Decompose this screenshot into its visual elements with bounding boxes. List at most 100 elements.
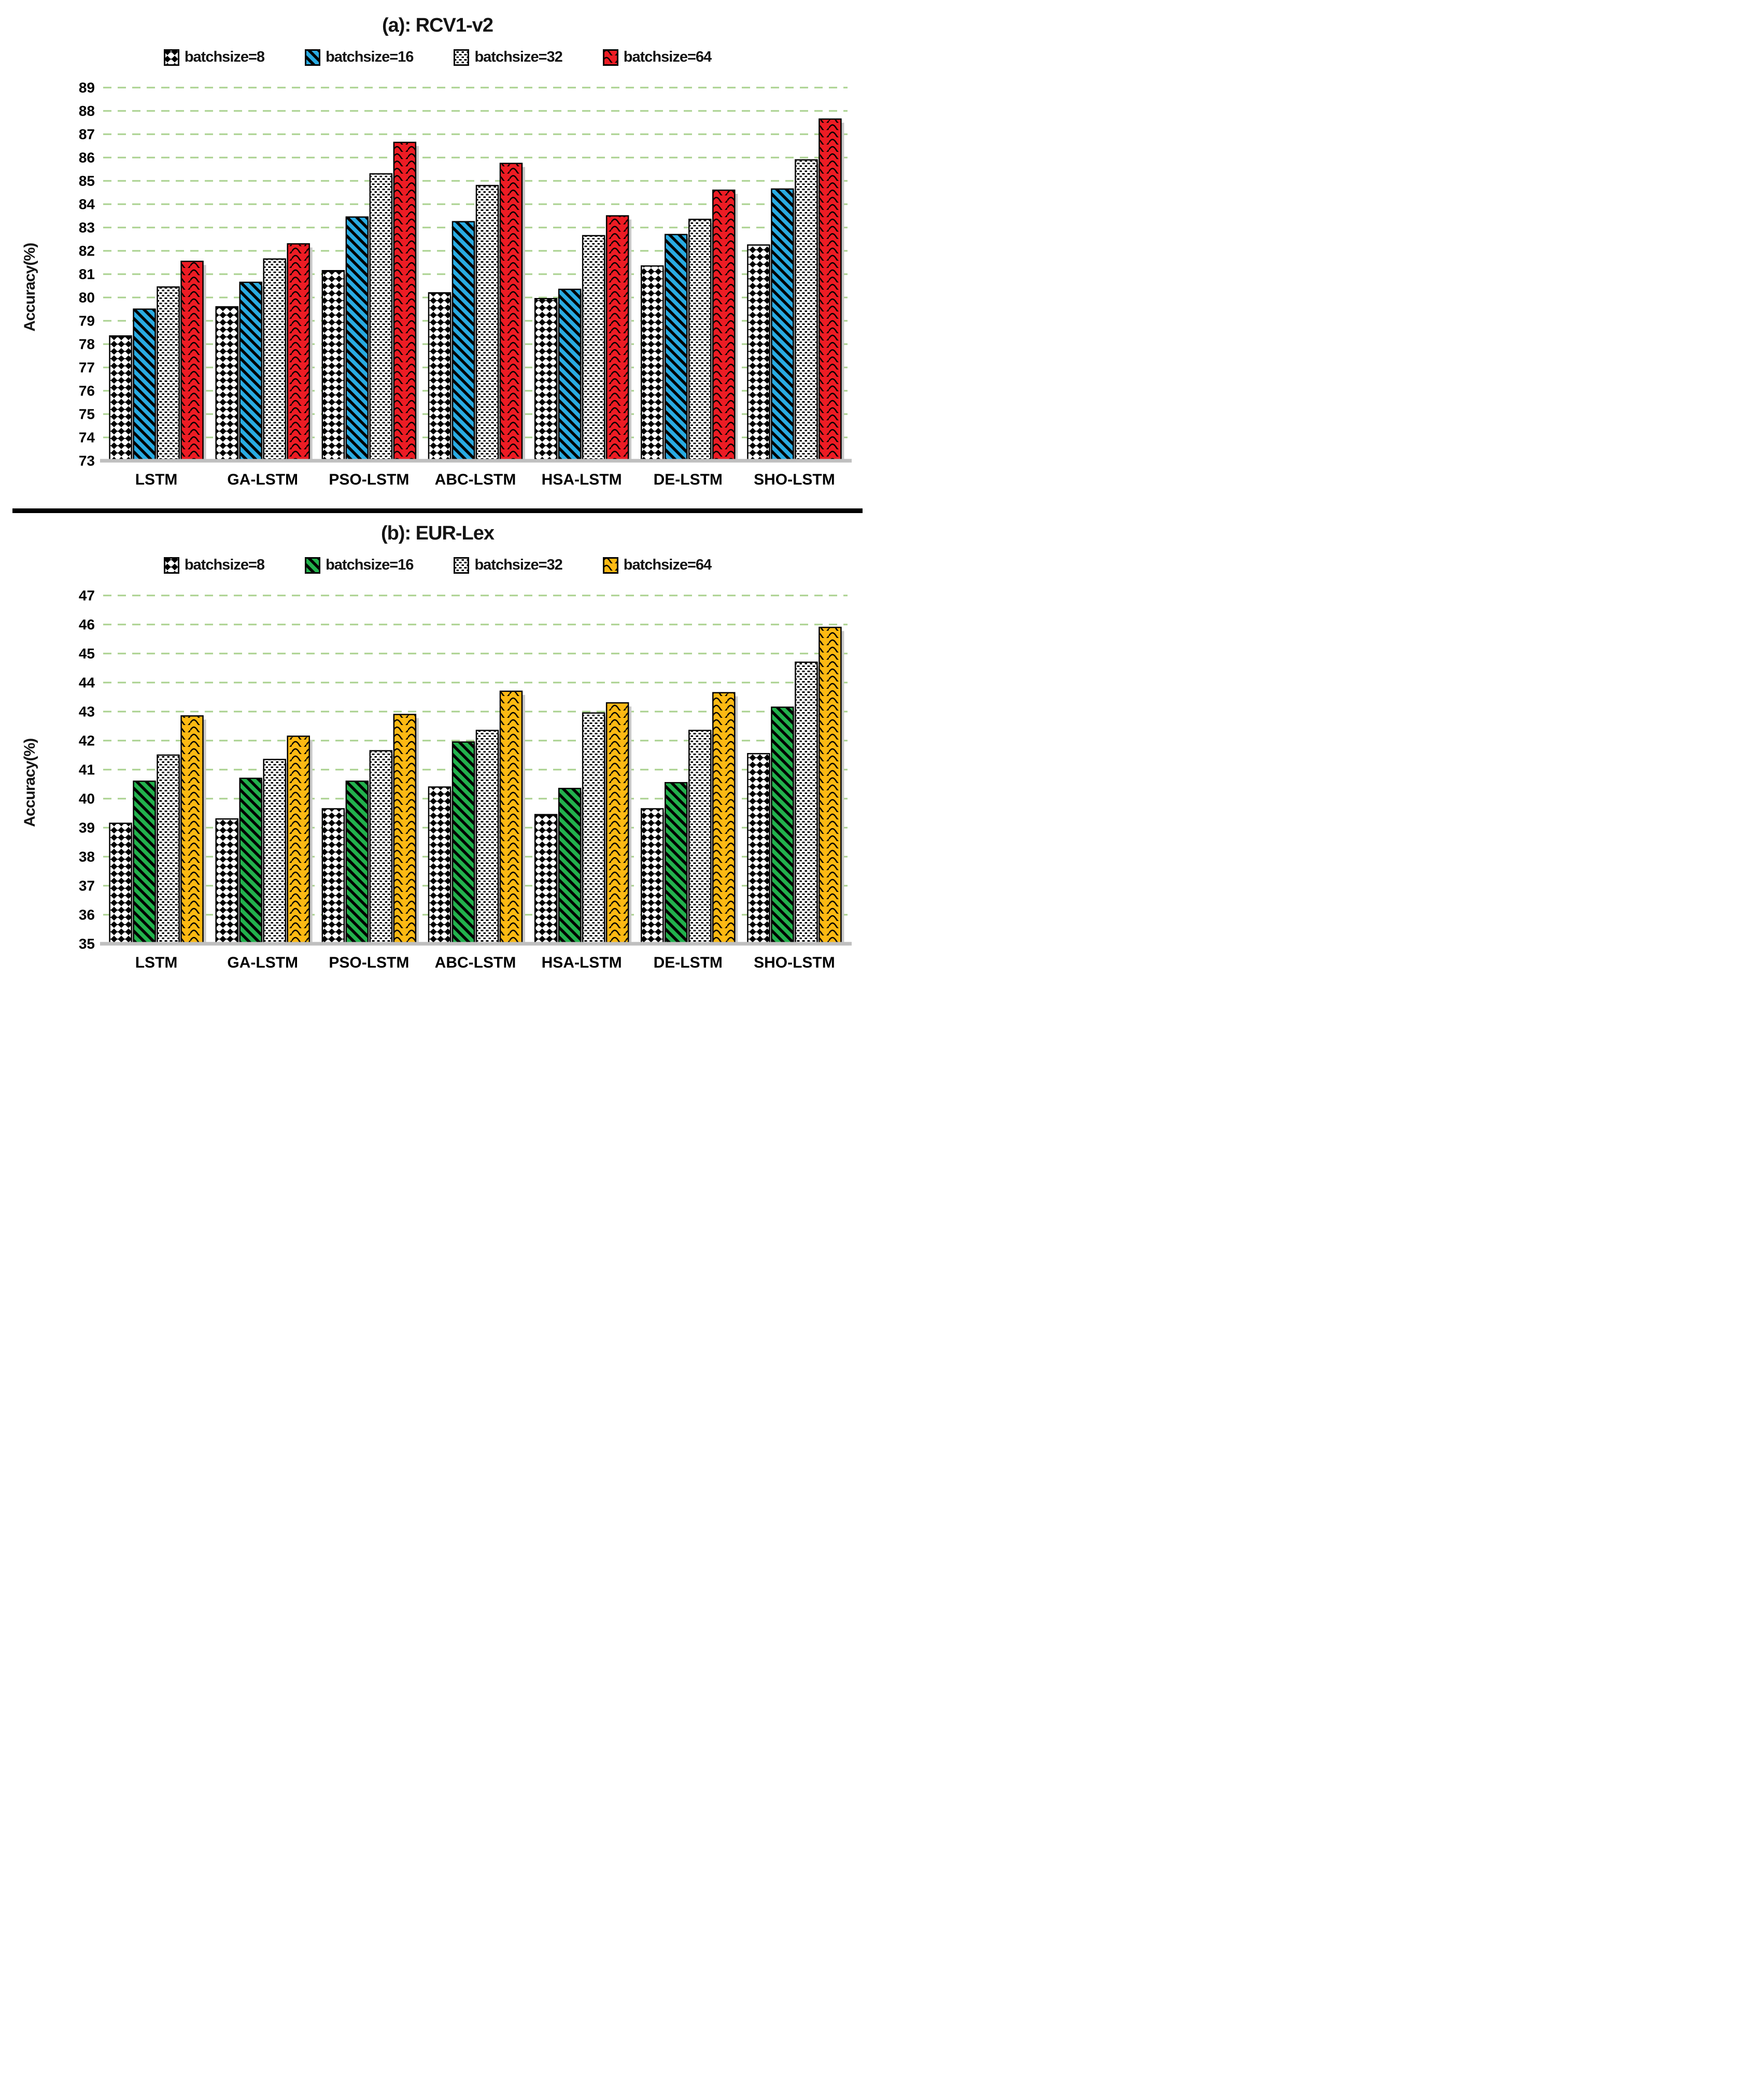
bar-SHO-LSTM-batchsize=64 (818, 627, 842, 945)
category-label: PSO-LSTM (329, 471, 409, 488)
y-tick-label: 37 (79, 878, 95, 894)
bar-HSA-LSTM-batchsize=16 (558, 289, 582, 462)
bar-GA-LSTM-batchsize=32 (263, 258, 286, 462)
bar-GA-LSTM-batchsize=16 (239, 777, 262, 945)
category-label: DE-LSTM (654, 471, 723, 488)
bar-ABC-LSTM-batchsize=32 (475, 730, 499, 945)
category-label: LSTM (135, 471, 178, 488)
chart-b-plot: 35 36 37 38 39 40 41 42 43 44 45 46 47 LSTM GA-LSTM PSO… (79, 588, 852, 971)
bar-PSO-LSTM-batchsize=32 (369, 750, 393, 945)
bar-GA-LSTM-batchsize=8 (215, 306, 238, 462)
legend-swatch-wave-icon (602, 49, 618, 66)
chart-b-plot-row: Accuracy(%) 35 36 37 38 39 40 41 42 43 44 45 46 47 LS… (0, 587, 875, 978)
category-label: DE-LSTM (654, 954, 723, 971)
legend-swatch-stripe-icon (305, 557, 321, 574)
bar-HSA-LSTM-batchsize=32 (582, 235, 605, 462)
y-tick-label: 87 (79, 126, 95, 143)
legend-label: batchsize=16 (326, 556, 414, 573)
bar-ABC-LSTM-batchsize=16 (451, 221, 475, 462)
chart-b-legend: batchsize=8 batchsize=16 batchsize=32 batch… (0, 556, 875, 574)
y-tick-label: 79 (79, 313, 95, 329)
bar-SHO-LSTM-batchsize=16 (771, 188, 794, 462)
legend-item-batchsize=32: batchsize=32 (454, 556, 563, 574)
legend-swatch-diamond-icon (163, 557, 179, 574)
legend-label: batchsize=8 (184, 556, 265, 573)
bar-DE-LSTM-batchsize=32 (688, 730, 712, 945)
chart-a-legend: batchsize=8 batchsize=16 batchsize=32 batch… (0, 48, 875, 66)
y-tick-label: 77 (79, 360, 95, 376)
bar-GA-LSTM-batchsize=8 (215, 818, 238, 945)
category-label: ABC-LSTM (435, 954, 516, 971)
y-tick-label: 44 (79, 675, 95, 691)
y-tick-label: 39 (79, 820, 95, 836)
bar-ABC-LSTM-batchsize=64 (499, 690, 523, 945)
y-tick-label: 88 (79, 103, 95, 119)
category-label: PSO-LSTM (329, 954, 409, 971)
legend-label: batchsize=64 (623, 48, 712, 65)
bar-HSA-LSTM-batchsize=64 (605, 702, 629, 945)
bar-PSO-LSTM-batchsize=8 (321, 808, 345, 945)
y-tick-label: 75 (79, 406, 95, 422)
y-tick-label: 84 (79, 196, 95, 212)
bar-LSTM-batchsize=8 (109, 335, 132, 462)
bar-ABC-LSTM-batchsize=32 (475, 185, 499, 462)
y-tick-label: 85 (79, 173, 95, 189)
y-tick-label: 89 (79, 80, 95, 96)
category-label: LSTM (135, 954, 178, 971)
bar-DE-LSTM-batchsize=32 (688, 219, 712, 462)
bar-SHO-LSTM-batchsize=64 (818, 118, 842, 462)
y-tick-label: 43 (79, 704, 95, 720)
legend-item-batchsize=64: batchsize=64 (602, 48, 712, 66)
bar-LSTM-batchsize=32 (157, 286, 180, 462)
bar-GA-LSTM-batchsize=64 (287, 735, 310, 945)
y-tick-label: 76 (79, 383, 95, 399)
bar-LSTM-batchsize=16 (133, 308, 156, 462)
legend-label: batchsize=8 (184, 48, 265, 65)
y-tick-label: 47 (79, 588, 95, 604)
figure: (a): RCV1-v2 batchsize=8 batchsize=16 batc… (0, 0, 875, 994)
legend-item-batchsize=16: batchsize=16 (305, 48, 414, 66)
bar-ABC-LSTM-batchsize=16 (451, 741, 475, 945)
category-label: SHO-LSTM (754, 954, 835, 971)
bar-SHO-LSTM-batchsize=16 (771, 706, 794, 945)
bar-LSTM-batchsize=8 (109, 822, 132, 945)
legend-item-batchsize=32: batchsize=32 (454, 48, 563, 66)
y-tick-label: 80 (79, 290, 95, 306)
bar-DE-LSTM-batchsize=8 (641, 808, 664, 945)
legend-item-batchsize=8: batchsize=8 (163, 48, 265, 66)
category-label: ABC-LSTM (435, 471, 516, 488)
category-label: HSA-LSTM (542, 471, 622, 488)
bar-PSO-LSTM-batchsize=64 (393, 714, 417, 945)
bar-ABC-LSTM-batchsize=64 (499, 163, 523, 462)
bar-SHO-LSTM-batchsize=8 (747, 753, 770, 945)
legend-swatch-dots-icon (454, 49, 470, 66)
bar-LSTM-batchsize=64 (180, 261, 204, 462)
y-tick-label: 38 (79, 849, 95, 865)
bar-PSO-LSTM-batchsize=32 (369, 173, 393, 462)
bar-SHO-LSTM-batchsize=32 (795, 661, 818, 945)
category-label: GA-LSTM (227, 471, 298, 488)
legend-swatch-dots-icon (454, 557, 470, 574)
legend-item-batchsize=16: batchsize=16 (305, 556, 414, 574)
bar-LSTM-batchsize=32 (157, 754, 180, 945)
bar-GA-LSTM-batchsize=32 (263, 759, 286, 945)
chart-a-y-axis-title: Accuracy(%) (21, 243, 38, 332)
bar-LSTM-batchsize=64 (180, 715, 204, 945)
chart-a: (a): RCV1-v2 batchsize=8 batchsize=16 batc… (0, 15, 875, 495)
bar-GA-LSTM-batchsize=16 (239, 281, 262, 462)
legend-label: batchsize=16 (326, 48, 414, 65)
bar-DE-LSTM-batchsize=16 (665, 782, 688, 945)
bar-DE-LSTM-batchsize=8 (641, 265, 664, 462)
bar-DE-LSTM-batchsize=64 (712, 189, 736, 462)
bar-PSO-LSTM-batchsize=64 (393, 141, 417, 462)
bar-LSTM-batchsize=16 (133, 781, 156, 945)
bar-PSO-LSTM-batchsize=16 (345, 781, 369, 945)
bar-DE-LSTM-batchsize=16 (665, 234, 688, 462)
bar-ABC-LSTM-batchsize=8 (428, 786, 451, 945)
y-tick-label: 74 (79, 430, 95, 446)
bar-PSO-LSTM-batchsize=8 (321, 270, 345, 462)
legend-swatch-diamond-icon (163, 49, 179, 66)
category-label: GA-LSTM (227, 954, 298, 971)
section-divider (12, 508, 863, 513)
y-tick-label: 86 (79, 150, 95, 166)
